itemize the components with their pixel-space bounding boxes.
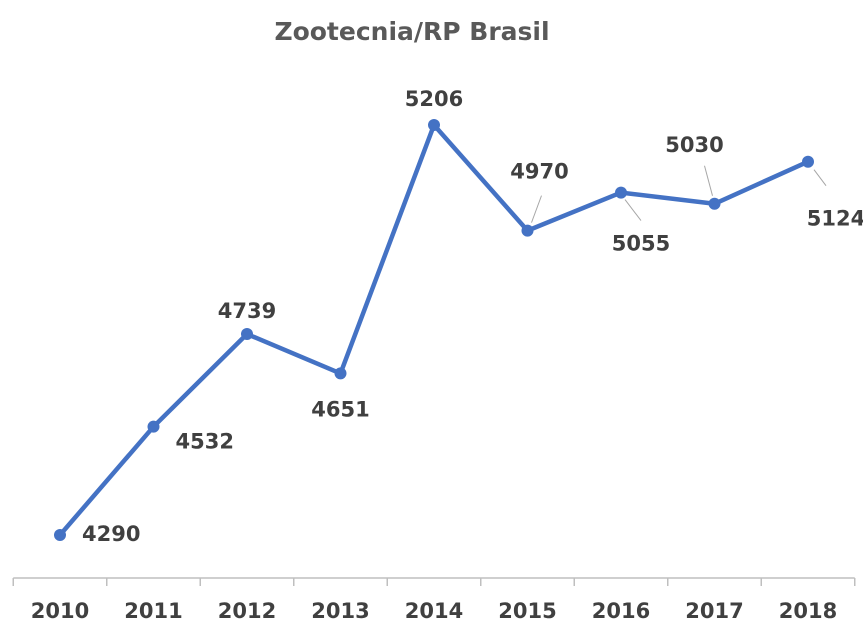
data-label: 4290: [82, 522, 140, 546]
data-label: 5124: [807, 207, 863, 231]
data-label: 4970: [510, 160, 568, 184]
data-label: 4532: [176, 430, 234, 454]
x-tick-label: 2010: [31, 599, 89, 623]
x-tick-label: 2014: [405, 599, 463, 623]
data-point: [708, 197, 721, 210]
x-tick-label: 2018: [779, 599, 837, 623]
x-tick-label: 2017: [685, 599, 743, 623]
data-point: [615, 186, 627, 199]
data-label: 5055: [612, 232, 670, 256]
data-label: 5030: [665, 133, 723, 157]
x-tick-label: 2011: [124, 599, 182, 623]
data-point: [241, 328, 253, 341]
data-point: [802, 155, 814, 168]
x-tick-label: 2013: [311, 599, 369, 623]
x-tick-label: 2016: [592, 599, 650, 623]
leader-line: [624, 199, 642, 221]
data-label: 4739: [218, 299, 276, 323]
x-tick-label: 2012: [218, 599, 276, 623]
leader-line: [813, 169, 827, 187]
data-point: [521, 224, 534, 237]
data-label: 4651: [311, 397, 369, 421]
chart-title: Zootecnia/RP Brasil: [274, 17, 549, 46]
leader-line: [704, 165, 713, 196]
data-point: [428, 119, 440, 131]
data-label: 5206: [405, 87, 463, 111]
x-tick-label: 2015: [498, 599, 556, 623]
line-series: [58, 122, 809, 537]
leader-line: [531, 195, 542, 223]
data-point: [54, 529, 66, 541]
data-point: [334, 367, 347, 380]
data-point: [147, 420, 160, 433]
